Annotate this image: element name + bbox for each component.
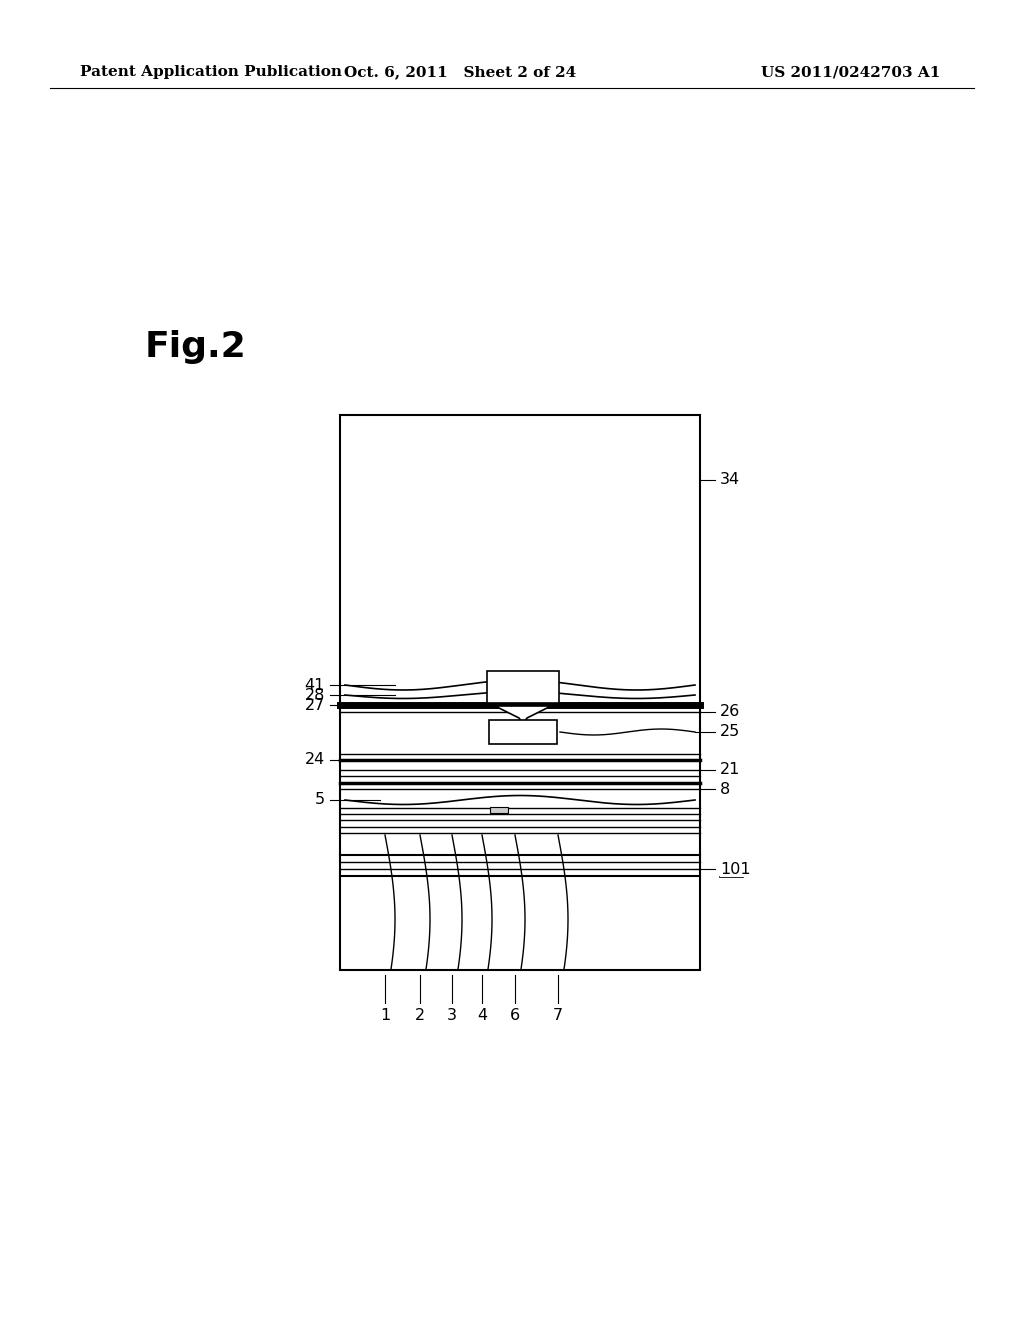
Text: 34: 34	[720, 473, 740, 487]
Text: 26: 26	[720, 705, 740, 719]
Text: 2: 2	[415, 1008, 425, 1023]
Text: 101: 101	[720, 862, 751, 876]
Text: 27: 27	[305, 697, 325, 713]
Text: 25: 25	[720, 725, 740, 739]
Text: 21: 21	[720, 763, 740, 777]
Polygon shape	[495, 706, 551, 723]
Text: 24: 24	[305, 752, 325, 767]
Text: 8: 8	[720, 781, 730, 796]
Text: 3: 3	[447, 1008, 457, 1023]
Text: Patent Application Publication: Patent Application Publication	[80, 65, 342, 79]
Text: Oct. 6, 2011   Sheet 2 of 24: Oct. 6, 2011 Sheet 2 of 24	[344, 65, 577, 79]
Text: Fig.2: Fig.2	[145, 330, 247, 364]
Bar	[489, 719, 557, 744]
Text: 4: 4	[477, 1008, 487, 1023]
Text: 7: 7	[553, 1008, 563, 1023]
Text: 41: 41	[304, 677, 325, 693]
Bar	[487, 671, 559, 704]
Text: 1: 1	[380, 1008, 390, 1023]
Text: 5: 5	[314, 792, 325, 808]
Text: 6: 6	[510, 1008, 520, 1023]
Bar	[490, 807, 508, 813]
Text: 28: 28	[304, 688, 325, 702]
Bar	[340, 414, 700, 970]
Text: US 2011/0242703 A1: US 2011/0242703 A1	[761, 65, 940, 79]
